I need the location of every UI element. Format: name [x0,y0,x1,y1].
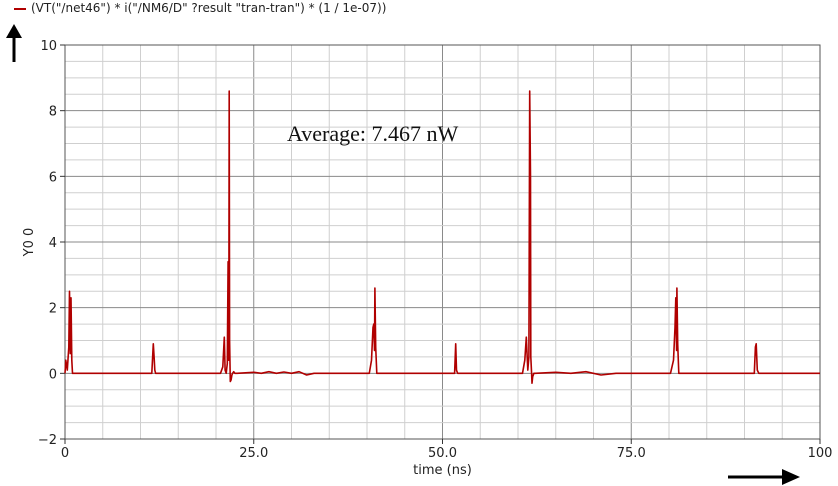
y-tick-label: 4 [49,236,57,251]
legend-label: (VT("/net46") * i("/NM6/D" ?result "tran… [31,1,387,15]
y-tick-label: 10 [40,39,57,54]
x-tick-label: 50.0 [428,446,457,461]
y-tick-label: 2 [49,302,57,317]
legend: (VT("/net46") * i("/NM6/D" ?result "tran… [14,1,386,15]
y-axis-label: Y0 0 [22,228,37,258]
tick-labels: 0 25.0 50.0 75.0 100 −2 0 2 4 6 8 10 [38,39,833,461]
x-axis-label: time (ns) [413,463,472,478]
right-arrow-head-icon [782,469,800,485]
legend-swatch [14,7,26,10]
x-tick-label: 100 [808,446,833,461]
y-tick-label: 6 [49,170,57,185]
x-tick-label: 75.0 [617,446,646,461]
grid [64,44,821,440]
series-line [64,90,820,385]
x-tick-label: 25.0 [239,446,268,461]
y-tick-label: −2 [38,433,57,448]
y-tick-label: 8 [49,105,57,120]
average-annotation: Average: 7.467 nW [287,121,458,146]
x-tick-label: 0 [61,446,69,461]
up-arrow-head-icon [6,24,22,38]
y-tick-label: 0 [49,367,57,382]
